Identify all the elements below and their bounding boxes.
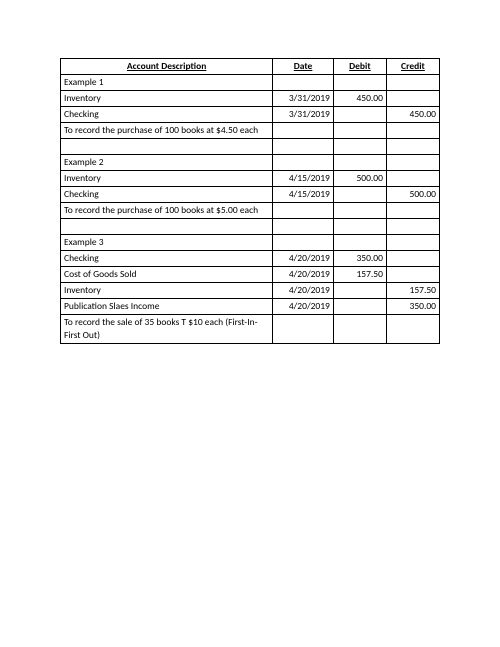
cell-credit: [386, 75, 439, 91]
table-row: Checking3/31/2019 450.00: [61, 107, 440, 123]
cell-desc: Publication Slaes Income: [61, 299, 273, 315]
table-row: [61, 139, 440, 155]
table-row: Inventory3/31/2019450.00: [61, 91, 440, 107]
document-page: Account Description Date Debit Credit Ex…: [0, 0, 500, 647]
table-body: Example 1 Inventory3/31/2019450.00 Check…: [61, 75, 440, 344]
cell-desc: Example 2: [61, 155, 273, 171]
cell-credit: 500.00: [386, 187, 439, 203]
table-row: Cost of Goods Sold4/20/2019157.50: [61, 267, 440, 283]
cell-debit: 500.00: [333, 171, 386, 187]
cell-credit: [386, 251, 439, 267]
cell-credit: [386, 139, 439, 155]
cell-debit: [333, 235, 386, 251]
table-row: Checking4/15/2019 500.00: [61, 187, 440, 203]
cell-debit: [333, 75, 386, 91]
cell-credit: [386, 123, 439, 139]
cell-debit: 450.00: [333, 91, 386, 107]
cell-desc: Checking: [61, 107, 273, 123]
cell-credit: 450.00: [386, 107, 439, 123]
table-row: To record the purchase of 100 books at $…: [61, 203, 440, 219]
col-header-credit: Credit: [386, 59, 439, 75]
table-row: Checking4/20/2019350.00: [61, 251, 440, 267]
cell-desc: [61, 139, 273, 155]
cell-debit: [333, 299, 386, 315]
cell-desc: Inventory: [61, 283, 273, 299]
cell-date: 4/20/2019: [273, 251, 334, 267]
cell-debit: 350.00: [333, 251, 386, 267]
cell-debit: [333, 107, 386, 123]
cell-debit: [333, 315, 386, 344]
cell-date: [273, 219, 334, 235]
cell-credit: [386, 219, 439, 235]
cell-date: 4/15/2019: [273, 171, 334, 187]
cell-desc: To record the sale of 35 books T $10 eac…: [61, 315, 273, 344]
table-row: To record the purchase of 100 books at $…: [61, 123, 440, 139]
cell-desc: Inventory: [61, 91, 273, 107]
cell-date: 3/31/2019: [273, 107, 334, 123]
cell-date: [273, 75, 334, 91]
cell-credit: [386, 235, 439, 251]
cell-debit: [333, 139, 386, 155]
cell-desc: To record the purchase of 100 books at $…: [61, 203, 273, 219]
cell-credit: [386, 155, 439, 171]
table-row: Inventory4/20/2019 157.50: [61, 283, 440, 299]
table-row: To record the sale of 35 books T $10 eac…: [61, 315, 440, 344]
cell-date: [273, 203, 334, 219]
cell-desc: To record the purchase of 100 books at $…: [61, 123, 273, 139]
cell-credit: 157.50: [386, 283, 439, 299]
col-header-debit: Debit: [333, 59, 386, 75]
cell-date: [273, 123, 334, 139]
cell-credit: [386, 171, 439, 187]
cell-debit: [333, 123, 386, 139]
cell-credit: [386, 91, 439, 107]
table-row: [61, 219, 440, 235]
table-row: Example 1: [61, 75, 440, 91]
cell-desc: Checking: [61, 187, 273, 203]
table-row: Inventory4/15/2019500.00: [61, 171, 440, 187]
table-row: Publication Slaes Income4/20/2019 350.00: [61, 299, 440, 315]
cell-date: 4/15/2019: [273, 187, 334, 203]
cell-desc: Cost of Goods Sold: [61, 267, 273, 283]
cell-credit: [386, 203, 439, 219]
cell-date: [273, 315, 334, 344]
cell-date: 4/20/2019: [273, 299, 334, 315]
cell-credit: [386, 267, 439, 283]
cell-desc: Checking: [61, 251, 273, 267]
table-row: Example 3: [61, 235, 440, 251]
cell-credit: 350.00: [386, 299, 439, 315]
cell-date: 4/20/2019: [273, 267, 334, 283]
cell-date: 4/20/2019: [273, 283, 334, 299]
cell-date: [273, 155, 334, 171]
journal-entries-table: Account Description Date Debit Credit Ex…: [60, 58, 440, 344]
col-header-date: Date: [273, 59, 334, 75]
cell-date: [273, 139, 334, 155]
cell-date: [273, 235, 334, 251]
cell-date: 3/31/2019: [273, 91, 334, 107]
cell-debit: 157.50: [333, 267, 386, 283]
cell-debit: [333, 155, 386, 171]
cell-credit: [386, 315, 439, 344]
cell-desc: [61, 219, 273, 235]
table-header-row: Account Description Date Debit Credit: [61, 59, 440, 75]
col-header-description: Account Description: [61, 59, 273, 75]
cell-debit: [333, 219, 386, 235]
cell-debit: [333, 283, 386, 299]
cell-desc: Example 3: [61, 235, 273, 251]
table-row: Example 2: [61, 155, 440, 171]
cell-desc: Inventory: [61, 171, 273, 187]
cell-desc: Example 1: [61, 75, 273, 91]
cell-debit: [333, 203, 386, 219]
cell-debit: [333, 187, 386, 203]
